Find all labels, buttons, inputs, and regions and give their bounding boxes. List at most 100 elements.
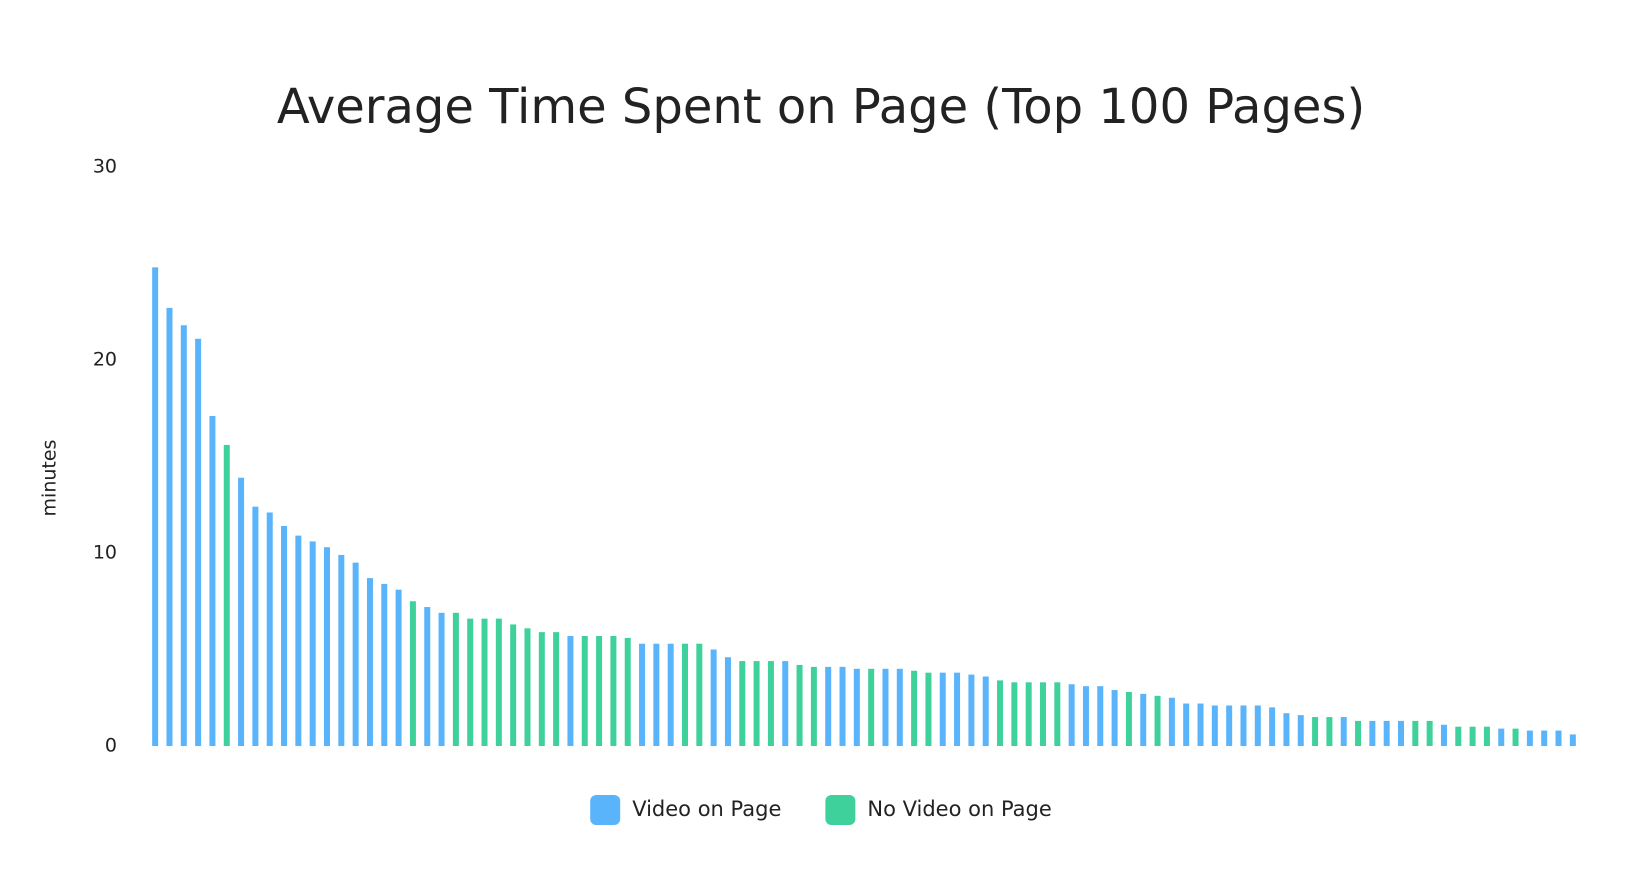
bar [581, 635, 588, 746]
bar [166, 307, 173, 746]
bar [180, 325, 187, 746]
bar [1383, 720, 1390, 746]
bar [1398, 720, 1404, 746]
bar [767, 661, 774, 746]
bar [1254, 705, 1261, 746]
bar [538, 632, 545, 746]
bar [1455, 726, 1462, 746]
bar [882, 668, 889, 746]
bar [424, 607, 431, 746]
bar [653, 643, 660, 746]
bar [1082, 686, 1089, 746]
bar [1512, 728, 1519, 746]
bar [939, 672, 946, 746]
bar [982, 676, 989, 746]
bar [1240, 705, 1247, 746]
bar [1412, 720, 1419, 746]
bar [195, 338, 202, 746]
bar [1526, 730, 1533, 746]
bar [710, 649, 717, 746]
bar [782, 661, 789, 746]
bar [1498, 728, 1505, 746]
bar [238, 477, 245, 746]
bar [1140, 693, 1147, 746]
bar [1483, 726, 1490, 746]
bar [997, 680, 1004, 746]
bar [825, 666, 832, 746]
bar [524, 628, 531, 746]
bar [1440, 724, 1447, 746]
bar [567, 635, 574, 746]
bar [1355, 720, 1362, 746]
bar [1369, 720, 1376, 746]
y-tick-label: 30 [93, 156, 117, 178]
bar [624, 637, 631, 746]
bar [366, 578, 373, 746]
bar [853, 668, 860, 746]
bar [252, 506, 259, 746]
bar [839, 666, 846, 746]
bar [409, 601, 416, 746]
bar [1297, 715, 1304, 746]
bar [1326, 717, 1333, 746]
bar [1197, 703, 1204, 746]
y-tick-label: 0 [105, 735, 117, 757]
bar [968, 674, 975, 746]
bar [810, 666, 817, 746]
bar [553, 632, 560, 746]
chart-title: Average Time Spent on Page (Top 100 Page… [277, 79, 1365, 135]
bar [309, 541, 316, 746]
bar [796, 664, 803, 746]
bar [753, 661, 760, 746]
bar [510, 624, 517, 746]
bar [1011, 682, 1018, 746]
bar [1125, 691, 1132, 746]
bar [1269, 707, 1276, 746]
bar [724, 657, 731, 746]
bar [896, 668, 903, 746]
bar [682, 643, 688, 746]
bar [1211, 705, 1218, 746]
bar [438, 612, 445, 746]
bar [1068, 684, 1075, 746]
bar [1555, 730, 1562, 746]
bar [1426, 720, 1433, 746]
bar [338, 554, 345, 746]
y-tick-label: 20 [93, 349, 117, 371]
bar [1168, 697, 1175, 746]
bar [467, 618, 474, 746]
bar [1025, 682, 1032, 746]
bar [868, 668, 875, 746]
bar [925, 672, 932, 746]
bar [1283, 713, 1290, 746]
bar [495, 618, 502, 746]
legend-label: Video on Page [632, 797, 781, 821]
y-tick-label: 10 [93, 542, 117, 564]
bar [1040, 682, 1046, 746]
bar [1340, 717, 1347, 746]
legend: Video on Page No Video on Page [590, 795, 1052, 825]
bar [1183, 703, 1190, 746]
bar [295, 535, 302, 746]
bar [1312, 717, 1319, 746]
bar [352, 562, 359, 746]
bar [596, 635, 603, 746]
y-axis-label: minutes [39, 440, 61, 517]
bar [639, 643, 646, 746]
bar [223, 444, 230, 746]
legend-label: No Video on Page [867, 797, 1051, 821]
bar [1154, 695, 1161, 746]
bar [381, 583, 388, 746]
bar [1541, 730, 1548, 746]
bar [395, 589, 402, 746]
bar [1054, 682, 1061, 746]
bar [481, 618, 488, 746]
bar [739, 661, 746, 746]
bar [152, 267, 159, 746]
bar [266, 512, 273, 746]
bar [610, 635, 617, 746]
bar [452, 612, 459, 746]
bar [911, 670, 918, 746]
